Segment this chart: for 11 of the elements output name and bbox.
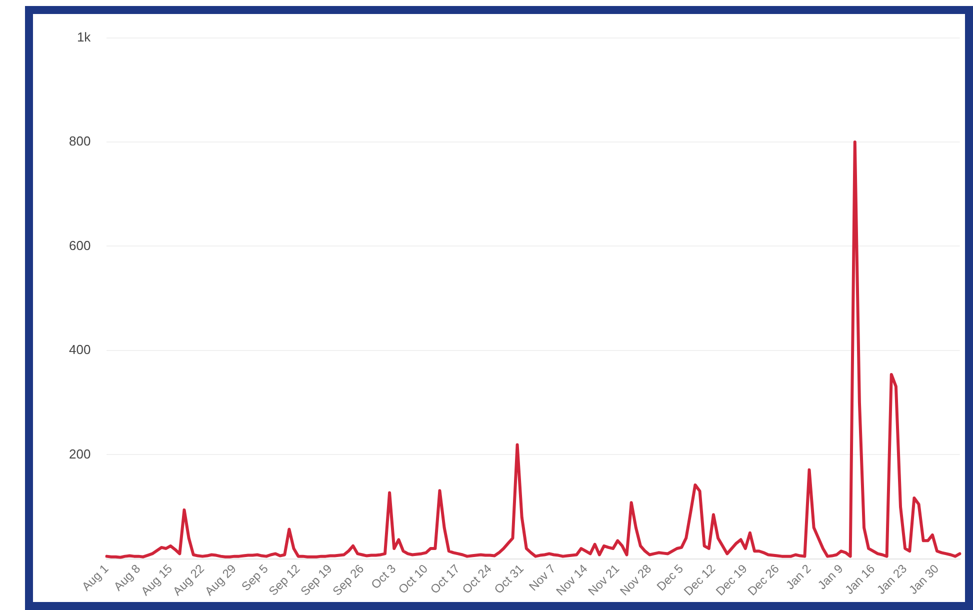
x-tick-label: Aug 8 bbox=[111, 561, 144, 594]
x-tick-label: Jan 2 bbox=[783, 561, 814, 592]
y-tick-label: 200 bbox=[68, 446, 91, 462]
x-tick-label: Aug 22 bbox=[170, 561, 208, 598]
x-tick-label: Aug 1 bbox=[79, 561, 112, 594]
y-tick-label: 800 bbox=[68, 134, 91, 149]
y-tick-label: 400 bbox=[68, 342, 91, 358]
y-tick-label: 600 bbox=[68, 238, 91, 253]
x-tick-label: Sep 26 bbox=[330, 561, 367, 598]
x-tick-label: Dec 26 bbox=[745, 561, 782, 598]
y-tick-label: 1k bbox=[76, 29, 92, 44]
